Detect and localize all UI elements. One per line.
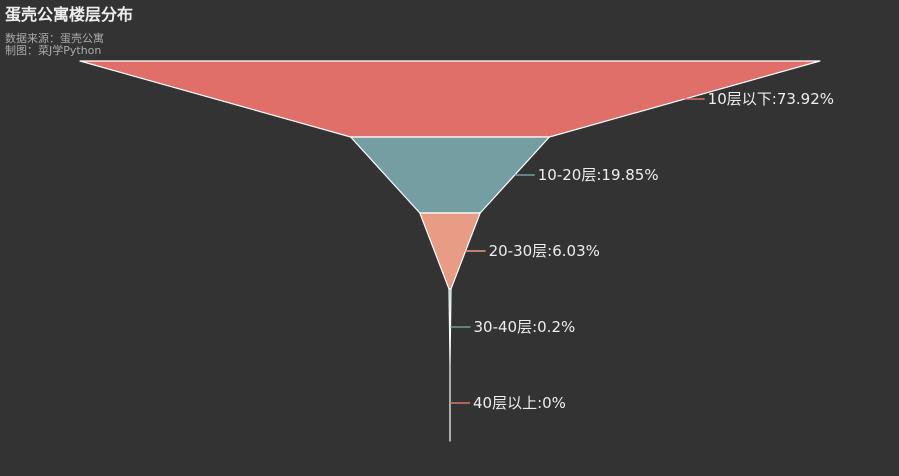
chart-title: 蛋壳公寓楼层分布 bbox=[5, 5, 134, 24]
funnel-data-label: 20-30层:6.03% bbox=[489, 242, 600, 260]
funnel-data-label: 30-40层:0.2% bbox=[474, 318, 576, 336]
chart-subtitle: 数据来源：蛋壳公寓 制图：菜J学Python bbox=[5, 32, 104, 57]
funnel-data-label: 10-20层:19.85% bbox=[538, 166, 659, 184]
funnel-data-label: 40层以上:0% bbox=[473, 394, 566, 412]
funnel-data-label: 10层以下:73.92% bbox=[708, 90, 834, 108]
